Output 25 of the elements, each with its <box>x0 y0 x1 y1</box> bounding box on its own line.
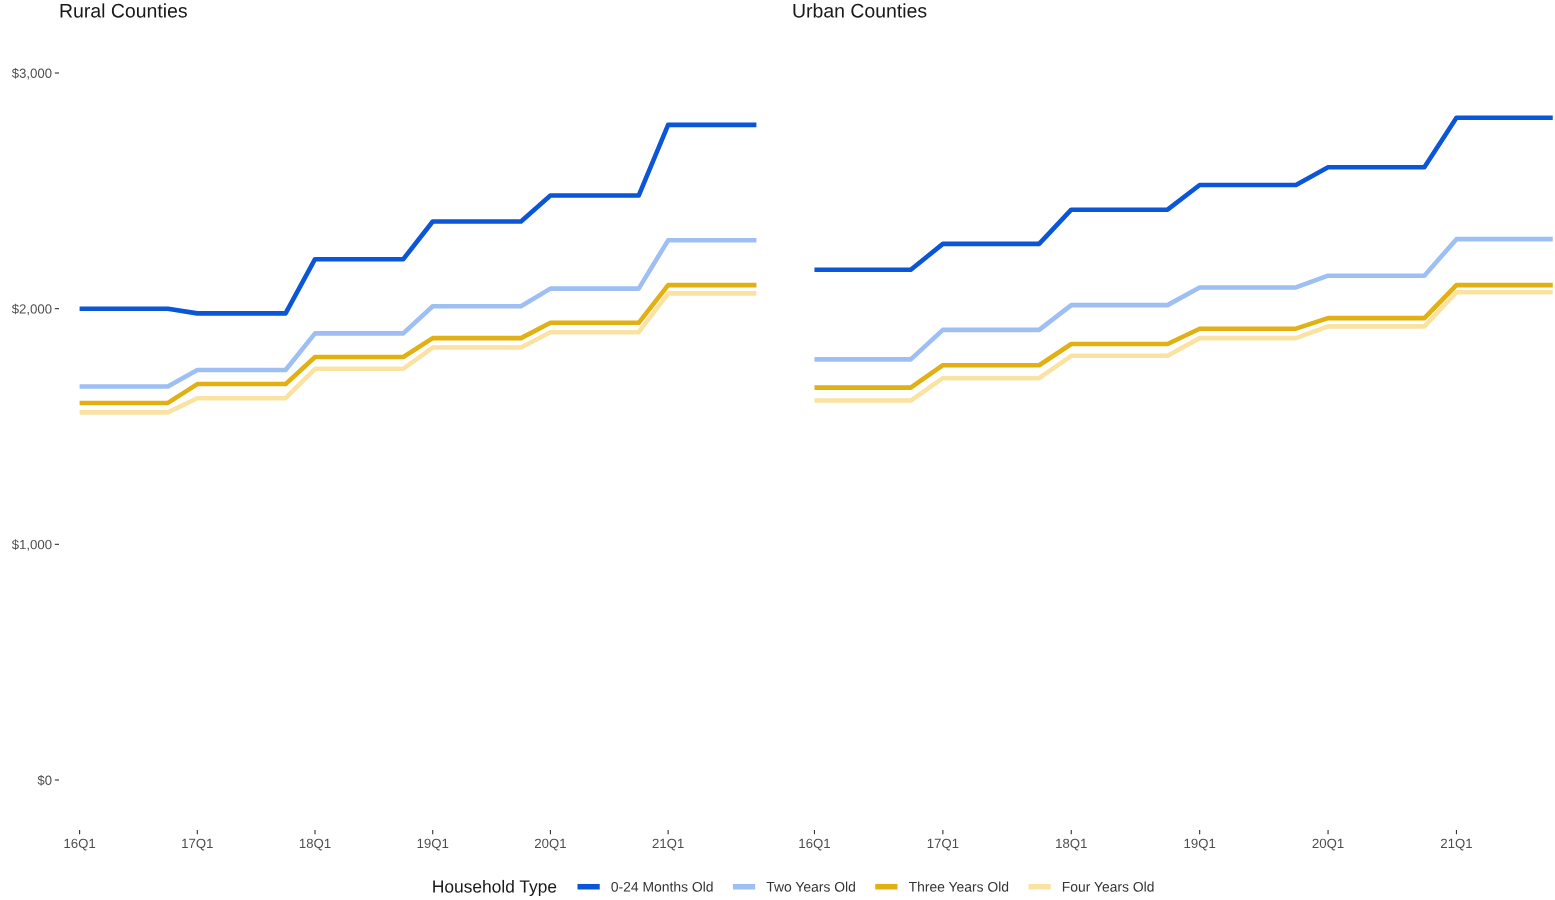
line-series <box>77 238 759 389</box>
legend-label: Four Years Old <box>1062 881 1154 892</box>
x-tick-label: 21Q1 <box>652 838 684 851</box>
x-tick-label: 17Q1 <box>182 838 213 851</box>
chart-title: Rural Counties <box>60 3 187 18</box>
x-tick-label: 21Q1 <box>1440 838 1472 851</box>
y-tick-label: $3,000 <box>11 68 52 80</box>
y-tick-label: $1,000 <box>11 539 52 551</box>
x-tick-label: 19Q1 <box>417 838 449 851</box>
x-tick-label: 18Q1 <box>299 838 331 851</box>
x-tick-label: 17Q1 <box>927 838 959 851</box>
legend-title: Household Type <box>433 879 557 897</box>
line-series <box>77 122 759 316</box>
legend-label: Two Years Old <box>766 881 855 892</box>
y-tick-label: $0 <box>37 775 52 786</box>
x-tick-label: 19Q1 <box>1184 838 1216 851</box>
x-tick-label: 16Q1 <box>64 838 96 851</box>
x-tick-label: 20Q1 <box>534 838 566 851</box>
x-tick-label: 20Q1 <box>1312 838 1344 851</box>
x-tick-label: 16Q1 <box>799 838 830 851</box>
legend-label: 0-24 Months Old <box>611 881 713 892</box>
y-tick-label: $2,000 <box>11 303 52 316</box>
legend-label: Three Years Old <box>908 881 1009 892</box>
x-tick-label: 18Q1 <box>1056 838 1087 851</box>
chart-title: Urban Counties <box>793 3 927 18</box>
